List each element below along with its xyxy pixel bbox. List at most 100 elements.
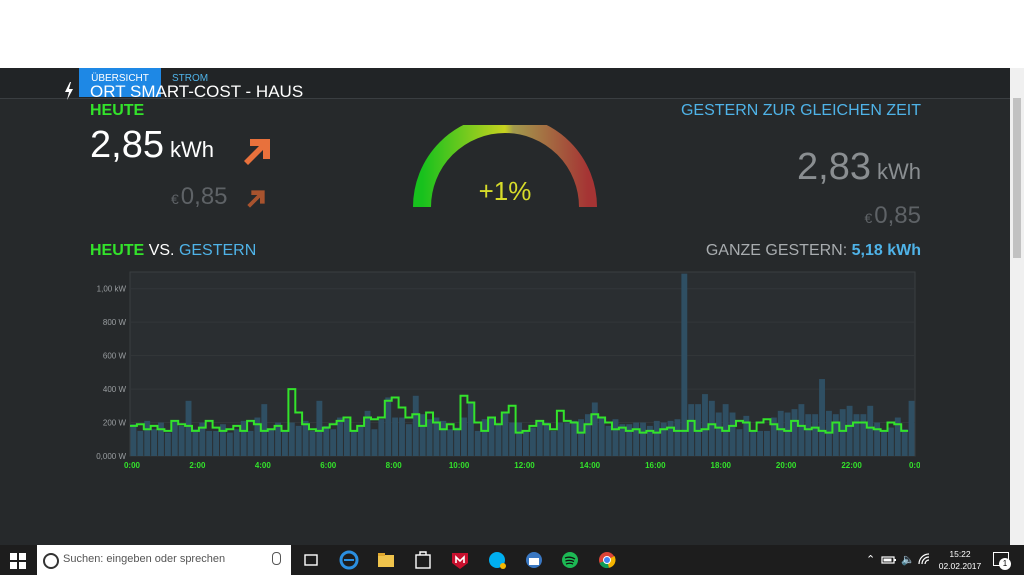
chart-bar: [867, 405, 874, 456]
chart-bar: [405, 424, 412, 456]
chart-bar: [295, 425, 302, 456]
lightning-icon: [65, 82, 73, 100]
chart-bar: [495, 424, 502, 456]
store-icon[interactable]: [412, 549, 434, 571]
chart-y-tick-label: 400 W: [103, 385, 127, 394]
system-clock[interactable]: 15:22 02.02.2017: [932, 548, 988, 572]
gauge-percentage: +1%: [478, 176, 532, 206]
chart-y-tick-label: 800 W: [103, 318, 127, 327]
chart-bar: [316, 400, 323, 456]
chart-bar: [770, 417, 777, 456]
yesterday-cost-value: 0,85: [874, 202, 921, 229]
page-title: ORT SMART-COST - HAUS: [90, 82, 304, 101]
notification-count: 1: [999, 558, 1011, 570]
chart-bar: [412, 395, 419, 456]
chart-x-tick-label: 0:00: [124, 461, 141, 470]
chart-x-tick-label: 10:00: [449, 461, 470, 470]
chart-bar: [708, 400, 715, 456]
chart-bar: [337, 417, 343, 456]
chart-bar: [674, 419, 681, 456]
chrome-icon[interactable]: [596, 549, 618, 571]
arrow-up-right-icon: [244, 139, 270, 165]
skype-icon[interactable]: [486, 549, 508, 571]
chart-bar: [206, 430, 213, 456]
chart-x-tick-label: 8:00: [386, 461, 403, 470]
today-unit: kWh: [169, 137, 214, 162]
chart-bar: [901, 429, 908, 456]
tab-overview[interactable]: ÜBERSICHT: [79, 68, 161, 97]
chart-bar: [192, 429, 199, 456]
chart-x-tick-label: 12:00: [514, 461, 535, 470]
chart-bar: [144, 420, 151, 456]
chart-bar: [887, 427, 894, 456]
tray-chevron-up-icon[interactable]: ⌃: [866, 554, 876, 566]
chart-bar: [791, 409, 798, 456]
tab-power[interactable]: STROM: [172, 73, 209, 84]
thunderbird-icon[interactable]: [523, 549, 545, 571]
chart-bar: [447, 429, 454, 456]
chart-bar: [646, 425, 653, 456]
windows-start-icon[interactable]: [10, 553, 26, 569]
chart-bar: [350, 430, 357, 456]
scrollbar-thumb[interactable]: [1013, 98, 1021, 258]
chart-bar: [860, 414, 867, 456]
chart-bar: [440, 420, 447, 456]
chart-bar: [474, 430, 481, 456]
chart-bar: [364, 410, 371, 456]
chart-bar: [557, 422, 564, 456]
today-consumption: 2,85 kWh: [90, 124, 214, 167]
edge-browser-icon[interactable]: [338, 549, 360, 571]
chart-bar: [481, 419, 488, 456]
chart-bar: [226, 432, 233, 456]
chart-bar: [357, 425, 364, 456]
chart-bar: [467, 402, 474, 456]
chart-bar: [151, 429, 158, 456]
vs-yesterday-label: GESTERN: [178, 242, 257, 259]
wifi-icon[interactable]: [917, 552, 933, 568]
file-explorer-icon[interactable]: [375, 549, 397, 571]
chart-bar: [881, 430, 887, 456]
mcafee-icon[interactable]: [449, 549, 471, 571]
volume-icon[interactable]: 🔈: [901, 554, 915, 566]
chart-bar: [378, 419, 385, 456]
spotify-icon[interactable]: [559, 549, 581, 571]
chart-bar: [819, 379, 825, 456]
chart-bar: [874, 422, 881, 456]
today-label: HEUTE: [90, 102, 145, 119]
chart-bar: [240, 420, 247, 456]
taskbar-search[interactable]: Suchen: eingeben oder sprechen: [37, 545, 291, 575]
whole-yesterday: GANZE GESTERN: 5,18 kWh: [706, 242, 921, 260]
cortana-icon: [43, 553, 59, 569]
chart-bar: [178, 425, 185, 456]
chart-bar: [516, 422, 522, 456]
chart-y-tick-label: 1,00 kW: [97, 285, 127, 294]
page-scrollbar[interactable]: [1010, 68, 1024, 545]
chart-bar: [571, 420, 578, 456]
chart-bar: [578, 419, 584, 456]
chart-bar: [633, 422, 640, 456]
chart-x-tick-label: 18:00: [711, 461, 732, 470]
chart-bar: [543, 422, 550, 456]
chart-bar: [454, 427, 461, 456]
browser-top-area: [0, 0, 1024, 68]
chart-bar: [130, 424, 137, 456]
chart-bar: [433, 417, 440, 456]
chart-bar: [330, 429, 337, 456]
task-view-icon[interactable]: [300, 549, 322, 571]
arrow-up-right-small-icon: [247, 190, 265, 208]
chart-bar: [805, 414, 812, 456]
search-placeholder: Suchen: eingeben oder sprechen: [63, 553, 226, 565]
chart-bar: [309, 430, 316, 456]
chart-bar: [640, 422, 646, 456]
chart-bar: [584, 414, 591, 456]
taskbar: Suchen: eingeben oder sprechen ⌃ 🔈 15:22…: [0, 545, 1024, 575]
yesterday-cost: €0,85: [864, 202, 921, 230]
yesterday-consumption: 2,83 kWh: [797, 146, 921, 189]
chart-x-tick-label: 4:00: [255, 461, 272, 470]
tab-bar: ÜBERSICHT STROM: [0, 68, 1010, 99]
battery-icon[interactable]: [880, 551, 898, 569]
chart-y-tick-label: 0,000 W: [96, 452, 126, 461]
chart-bar: [164, 432, 171, 456]
microphone-icon[interactable]: [272, 552, 281, 565]
chart-bar: [343, 419, 350, 456]
